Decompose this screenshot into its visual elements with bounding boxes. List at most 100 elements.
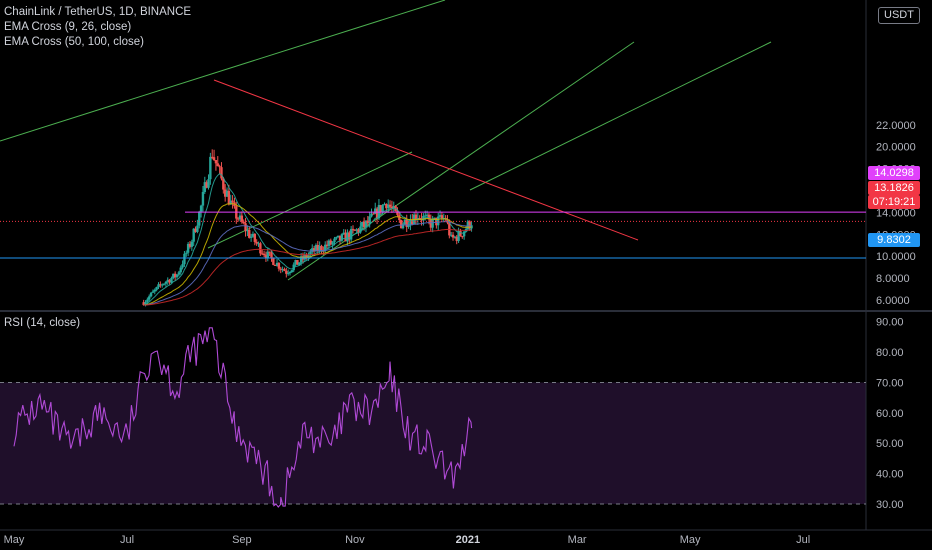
candle-body xyxy=(220,167,223,179)
symbol-title[interactable]: ChainLink / TetherUS, 1D, BINANCE xyxy=(4,6,192,18)
candle-body xyxy=(285,270,288,274)
time-tick-label: 2021 xyxy=(456,534,480,546)
price-tick-label: 10.0000 xyxy=(876,251,916,263)
candle-body xyxy=(318,245,321,251)
candle-body xyxy=(209,156,212,180)
candle-body xyxy=(185,252,188,254)
candle-body xyxy=(462,231,466,237)
candle-body xyxy=(246,229,249,232)
candle-body xyxy=(325,244,329,246)
candle-body xyxy=(311,248,314,252)
candle-body xyxy=(422,215,425,221)
time-tick-label: Sep xyxy=(232,534,252,546)
main-legend[interactable]: ChainLink / TetherUS, 1D, BINANCE EMA Cr… xyxy=(4,5,191,50)
candle-body xyxy=(424,215,427,217)
candle-body xyxy=(160,284,164,286)
rsi-line xyxy=(13,327,473,508)
candle-body xyxy=(270,252,273,258)
candle-body xyxy=(286,273,290,275)
candle-body xyxy=(399,220,403,229)
ema-cross-legend-2[interactable]: EMA Cross (50, 100, close) xyxy=(4,36,144,48)
candle-body xyxy=(366,220,370,224)
candle-body xyxy=(305,254,308,258)
candle-body xyxy=(414,214,418,220)
rsi-tick-label: 60.00 xyxy=(876,408,904,420)
candle-body xyxy=(336,235,340,238)
candle-body xyxy=(457,231,460,241)
candle-body xyxy=(229,200,232,205)
candle-body xyxy=(405,219,408,227)
candle-body xyxy=(438,215,442,217)
candle-body xyxy=(205,182,208,188)
candle-body xyxy=(153,289,156,292)
candle-body xyxy=(198,211,201,226)
rsi-tick-label: 40.00 xyxy=(876,469,904,481)
candle-body xyxy=(212,157,216,161)
candle-body xyxy=(379,205,382,213)
candle-body xyxy=(251,233,255,237)
candle-body xyxy=(188,243,192,247)
candle-body xyxy=(211,156,214,158)
candle-body xyxy=(342,232,345,235)
candle-body xyxy=(411,219,414,225)
candle-body xyxy=(203,182,207,192)
candle-body xyxy=(190,241,194,247)
candle-body xyxy=(425,214,429,216)
candle-body xyxy=(157,284,160,288)
candle-body xyxy=(149,292,153,297)
candle-body xyxy=(348,232,351,240)
candle-body xyxy=(340,234,344,241)
candle-body xyxy=(257,243,260,245)
candle-body xyxy=(386,204,390,209)
candle-body xyxy=(177,272,181,275)
candle-body xyxy=(159,284,162,286)
price-tick-label: 8.0000 xyxy=(876,273,910,285)
time-tick-label: Jul xyxy=(120,534,134,546)
candle-body xyxy=(357,229,360,233)
candle-body xyxy=(349,228,353,240)
candle-body xyxy=(388,204,392,207)
ema-26-line xyxy=(143,203,472,306)
candle-body xyxy=(329,240,332,245)
candle-body xyxy=(268,251,271,253)
candle-body xyxy=(240,215,244,222)
candle-body xyxy=(288,272,292,274)
candle-body xyxy=(427,214,431,220)
rsi-legend[interactable]: RSI (14, close) xyxy=(4,317,81,329)
candle-body xyxy=(225,190,229,197)
candle-body xyxy=(292,264,295,271)
last-price-tag: 13.1826 xyxy=(868,181,920,195)
candle-body xyxy=(429,219,433,228)
ema-cross-legend-1[interactable]: EMA Cross (9, 26, close) xyxy=(4,21,132,33)
candle-body xyxy=(249,236,253,238)
candle-body xyxy=(222,178,225,190)
rsi-tick-label: 80.00 xyxy=(876,347,904,359)
candle-body xyxy=(451,234,455,238)
currency-button[interactable]: USDT xyxy=(878,7,920,24)
candle-body xyxy=(196,225,199,232)
candle-body xyxy=(253,233,257,242)
candle-body xyxy=(164,281,168,284)
ema-50-line xyxy=(143,221,472,306)
candle-body xyxy=(175,274,179,278)
candle-body xyxy=(468,221,471,229)
candle-body xyxy=(223,189,227,197)
candle-body xyxy=(320,245,323,251)
candle-body xyxy=(194,228,197,232)
candle-body xyxy=(466,221,470,230)
candle-body xyxy=(385,203,388,209)
candle-body xyxy=(355,229,358,231)
candle-body xyxy=(201,191,205,206)
candle-body xyxy=(186,243,190,253)
rsi-background-band xyxy=(0,382,866,504)
candle-body xyxy=(242,221,245,224)
candle-body xyxy=(361,221,364,227)
candle-body xyxy=(179,267,182,273)
candle-body xyxy=(390,206,394,209)
candle-body xyxy=(375,208,379,219)
candle-body xyxy=(192,228,195,242)
candle-body xyxy=(155,287,158,290)
candle-body xyxy=(327,240,331,246)
candle-body xyxy=(299,256,303,263)
